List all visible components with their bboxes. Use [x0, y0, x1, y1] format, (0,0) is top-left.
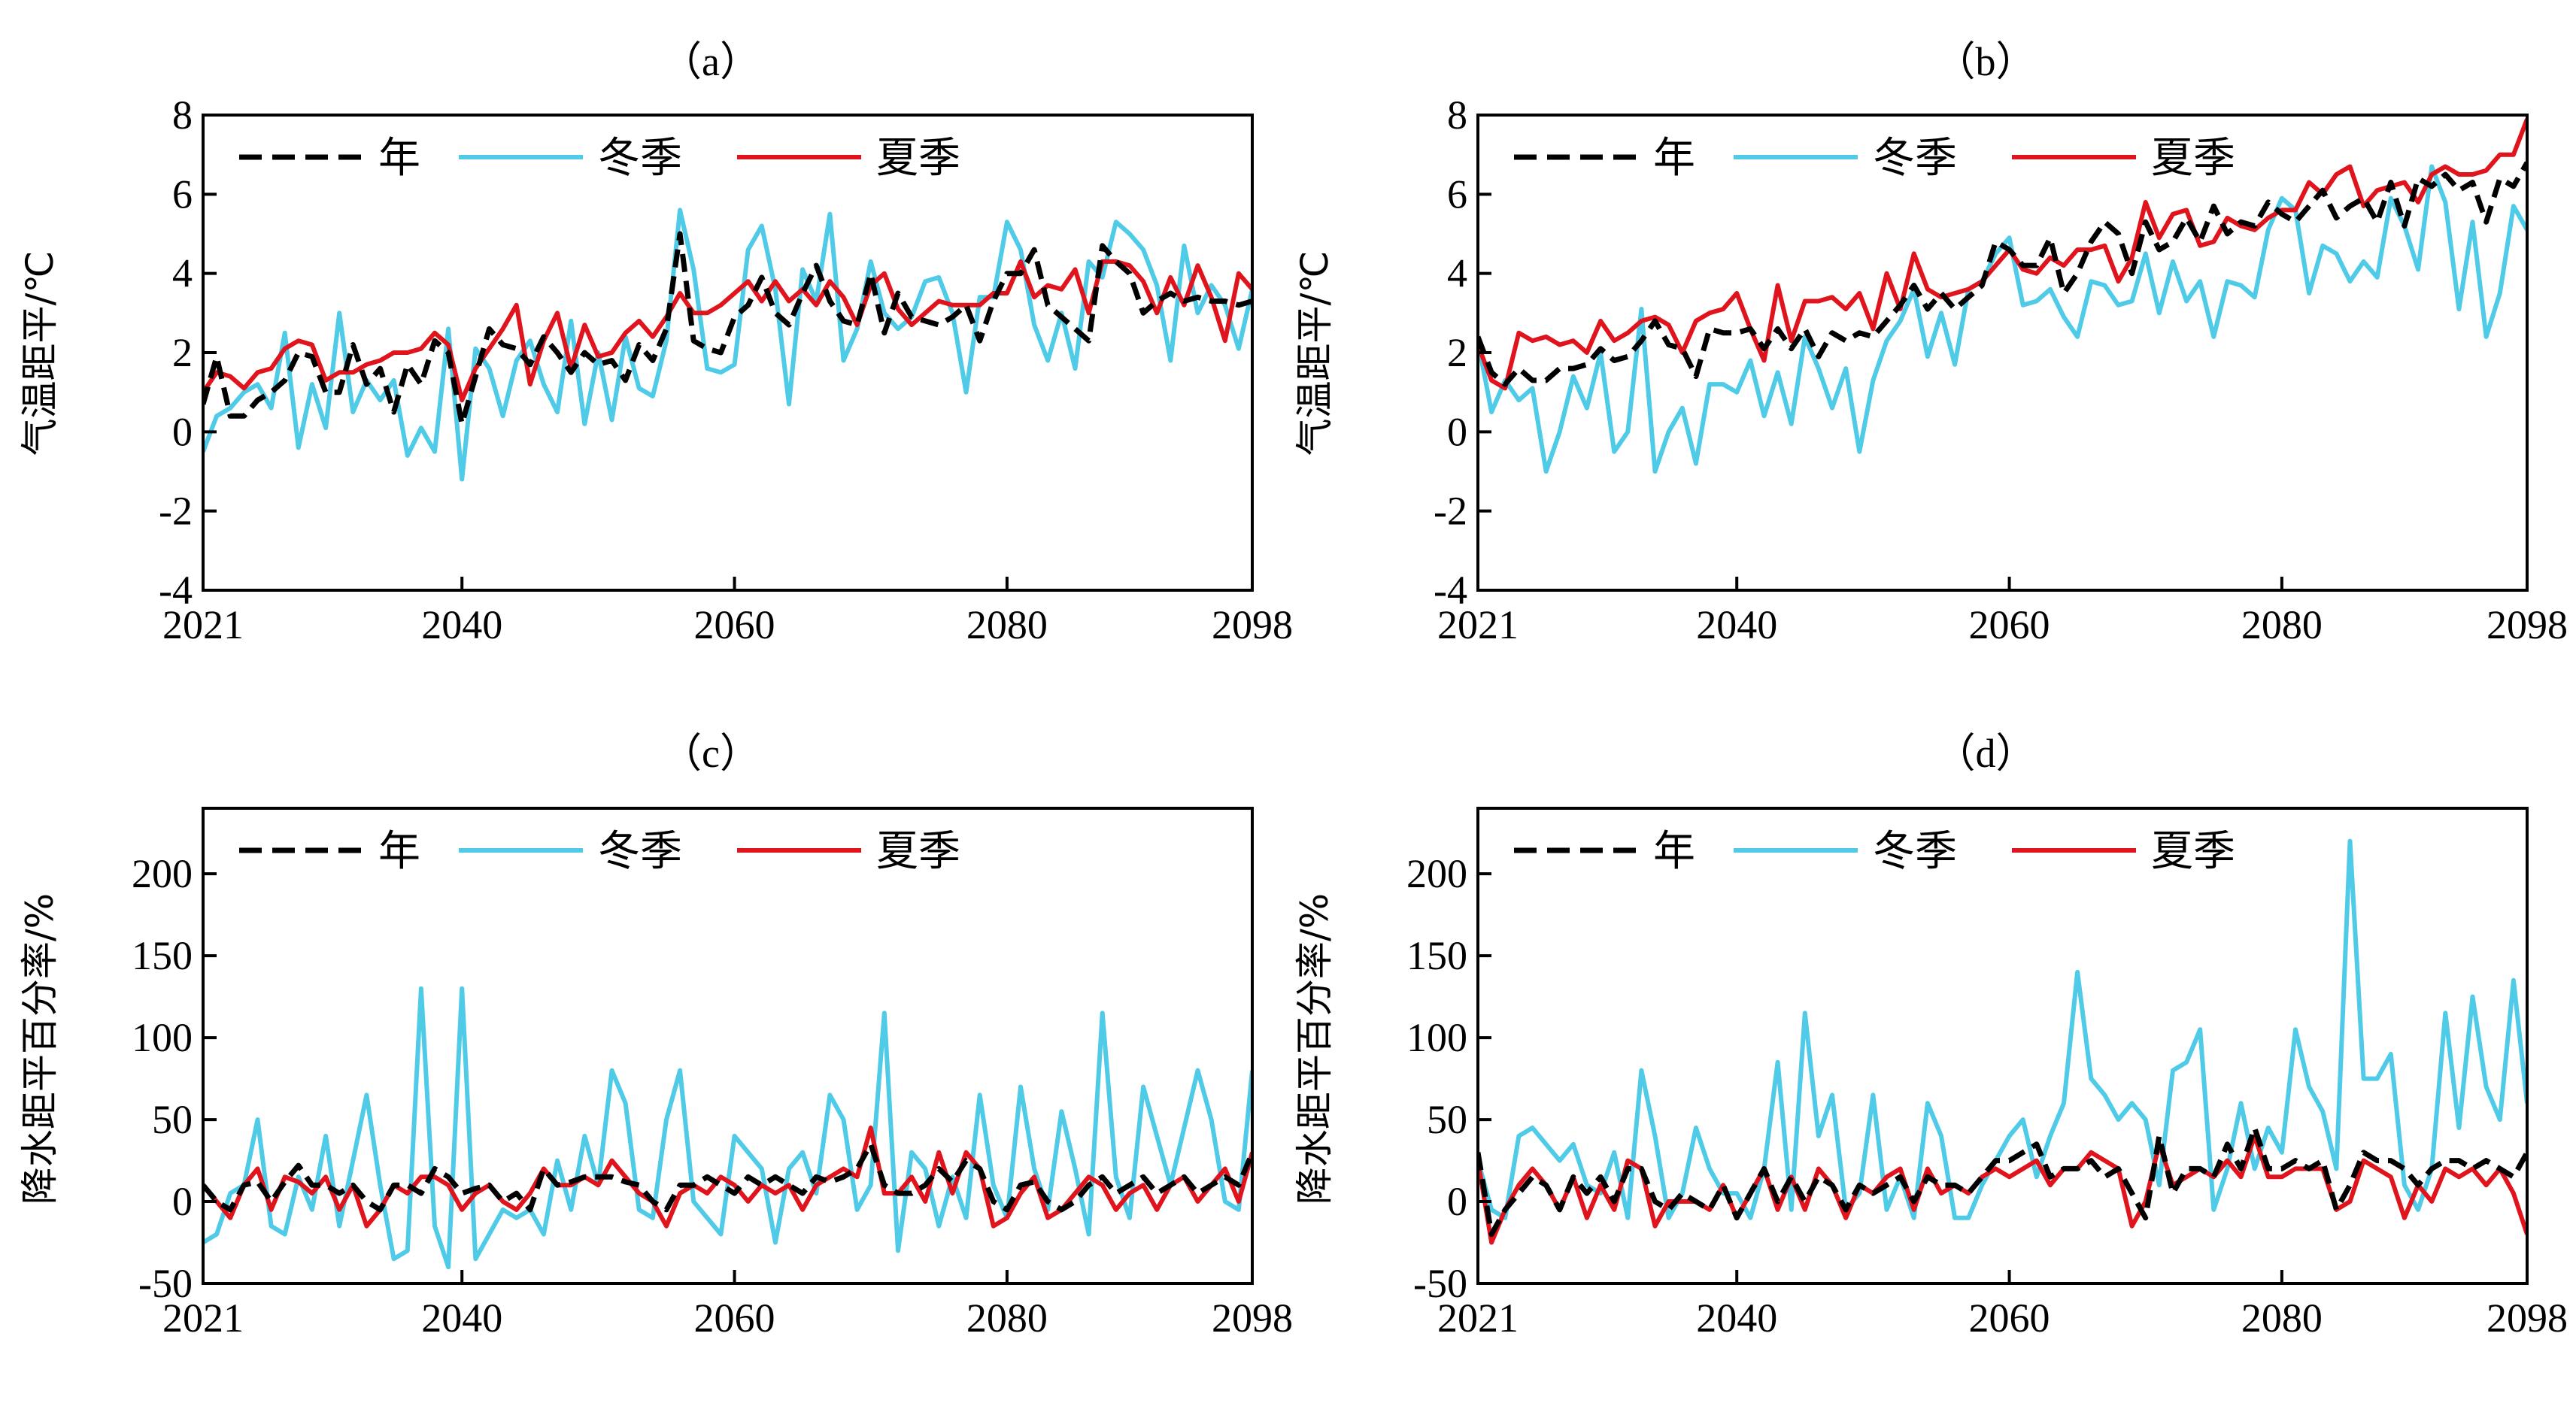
- series-line-annual-a: [203, 231, 1252, 427]
- y-tick-label: -2: [159, 489, 193, 534]
- y-tick-label: 0: [1447, 409, 1467, 454]
- legend-label-annual: 年: [1653, 827, 1695, 876]
- x-tick-label: 2098: [1212, 1295, 1293, 1341]
- y-tick-label: -50: [1413, 1261, 1467, 1306]
- y-tick-label: 200: [132, 851, 193, 896]
- y-tick-label: 6: [1447, 171, 1467, 217]
- axis-frame-a: [202, 114, 1254, 592]
- series-line-annual-d: [1478, 1125, 2527, 1238]
- y-tick-label: 0: [1447, 1179, 1467, 1224]
- x-tick-label: 2060: [694, 1295, 775, 1341]
- panel-title-a: （a）: [661, 39, 760, 84]
- y-axis-label-b: 气温距平/℃: [1293, 251, 1337, 456]
- series-line-summer-a: [203, 259, 1252, 403]
- x-tick-label: 2021: [1437, 1295, 1519, 1341]
- y-axis-label-c: 降水距平百分率/%: [18, 893, 62, 1205]
- y-axis-label-a: 气温距平/℃: [18, 251, 62, 456]
- plot-area-d: -50 0 50 100 150 200 2021 2040 2060 2080 2098 年 冬季 夏季: [1406, 807, 2568, 1341]
- x-tick-label: 2021: [162, 1295, 244, 1341]
- panel-c: （c） -50 0 50 100 150 200 2021 2040 2060 2080 2098 年…: [18, 731, 1293, 1341]
- legend-label-summer: 夏季: [876, 827, 960, 876]
- y-tick-label: 6: [172, 171, 193, 217]
- x-tick-label: 2060: [694, 602, 775, 647]
- x-tick-label: 2040: [1696, 1295, 1777, 1341]
- x-tick-label: 2060: [1969, 1295, 2050, 1341]
- y-tick-label: -2: [1434, 489, 1467, 534]
- panel-title-b: （b）: [1935, 39, 2037, 84]
- series-line-summer-b: [1478, 118, 2527, 391]
- series-line-winter-c: [203, 986, 1252, 1270]
- y-tick-label: 150: [1406, 933, 1467, 978]
- x-tick-label: 2040: [421, 1295, 502, 1341]
- legend-label-annual: 年: [378, 134, 420, 183]
- legend-label-annual: 年: [1653, 134, 1695, 183]
- x-tick-label: 2040: [421, 602, 502, 647]
- y-tick-label: 8: [172, 92, 193, 138]
- x-tick-label: 2060: [1969, 602, 2050, 647]
- y-tick-label: 0: [172, 1179, 193, 1224]
- series-line-winter-d: [1478, 838, 2527, 1220]
- legend-label-winter: 冬季: [598, 134, 682, 183]
- y-tick-label: 50: [152, 1097, 193, 1142]
- plot-area-a: -4 -2 0 2 4 6 8 2021 2040 2060 2080 2098 年 冬季 夏季: [159, 92, 1293, 647]
- plot-area-c: -50 0 50 100 150 200 2021 2040 2060 2080 2098 年 冬季 夏季: [132, 807, 1293, 1341]
- legend-label-winter: 冬季: [598, 827, 682, 876]
- panel-d: （d） -50 0 50 100 150 200 2021 2040 2060 2080 2098 年…: [1293, 731, 2568, 1341]
- panel-b: （b） -4 -2 0 2 4 6 8 2021 2040 2060 2080 2098 年 冬季 夏季 气…: [1293, 39, 2568, 647]
- x-tick-label: 2040: [1696, 602, 1777, 647]
- series-line-annual-c: [203, 1141, 1252, 1213]
- legend-label-summer: 夏季: [876, 134, 960, 183]
- x-tick-label: 2080: [966, 1295, 1048, 1341]
- legend-label-winter: 冬季: [1873, 827, 1957, 876]
- y-tick-label: -50: [138, 1261, 193, 1306]
- x-tick-label: 2098: [2486, 602, 2568, 647]
- legend-label-summer: 夏季: [2151, 134, 2235, 183]
- y-tick-label: 2: [172, 330, 193, 375]
- y-tick-label: 100: [132, 1015, 193, 1060]
- axis-frame-d: [1476, 807, 2529, 1285]
- y-axis-label-d: 降水距平百分率/%: [1293, 893, 1337, 1205]
- y-tick-label: 2: [1447, 330, 1467, 375]
- y-tick-label: 150: [132, 933, 193, 978]
- panel-a: （a） -4 -2 0 2 4 6 8 2021 2040 2060 2080 2098 年 冬季 夏季 气…: [18, 39, 1293, 647]
- x-tick-label: 2098: [2486, 1295, 2568, 1341]
- y-tick-label: 200: [1406, 851, 1467, 896]
- x-tick-label: 2080: [966, 602, 1048, 647]
- axis-frame-c: [202, 807, 1254, 1285]
- series-line-winter-a: [203, 208, 1252, 482]
- x-tick-label: 2021: [1437, 602, 1519, 647]
- x-tick-label: 2080: [2241, 1295, 2323, 1341]
- series-line-annual-b: [1478, 161, 2527, 387]
- legend-label-annual: 年: [378, 827, 420, 876]
- y-tick-label: 0: [172, 409, 193, 454]
- panel-title-d: （d）: [1935, 731, 2037, 776]
- x-tick-label: 2098: [1212, 602, 1293, 647]
- x-tick-label: 2080: [2241, 602, 2323, 647]
- panel-title-c: （c）: [661, 731, 760, 776]
- y-tick-label: 50: [1427, 1097, 1467, 1142]
- legend-label-winter: 冬季: [1873, 134, 1957, 183]
- y-tick-label: 4: [1447, 251, 1467, 296]
- plot-area-b: -4 -2 0 2 4 6 8 2021 2040 2060 2080 2098 年 冬季 夏季: [1434, 92, 2568, 647]
- y-tick-label: -4: [1434, 568, 1467, 613]
- legend-label-summer: 夏季: [2151, 827, 2235, 876]
- y-tick-label: 4: [172, 251, 193, 296]
- x-tick-label: 2021: [162, 602, 244, 647]
- y-tick-label: 100: [1406, 1015, 1467, 1060]
- y-tick-label: 8: [1447, 92, 1467, 138]
- series-line-summer-d: [1478, 1133, 2527, 1245]
- series-line-summer-c: [203, 1126, 1252, 1229]
- y-tick-label: -4: [159, 568, 193, 613]
